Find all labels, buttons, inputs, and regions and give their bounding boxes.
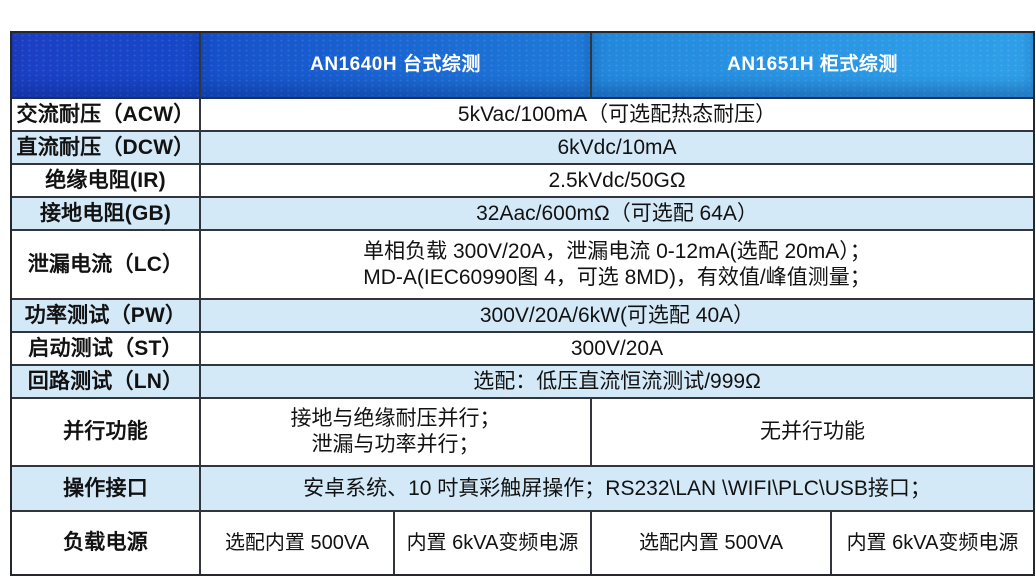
- row-value-ir: 2.5kVdc/50GΩ: [201, 165, 1033, 198]
- row-label-interface: 操作接口: [12, 467, 201, 512]
- parallel-a-line-1: 接地与绝缘耐压并行；: [290, 407, 501, 431]
- header-product-b-title: AN1651H 柜式综测: [727, 54, 898, 76]
- parallel-a-line-2: 泄漏与功率并行；: [311, 433, 480, 456]
- row-value-acw: 5kVac/100mA（可选配热态耐压）: [201, 99, 1033, 132]
- row-label-dcw: 直流耐压（DCW）: [12, 132, 201, 165]
- row-value-lc: 单相负载 300V/20A，泄漏电流 0-12mA(选配 20mA）； MD-A…: [201, 231, 1033, 300]
- row-value-st: 300V/20A: [201, 333, 1033, 366]
- row-label-ln: 回路测试（LN）: [12, 366, 201, 399]
- header-corner-cell: [12, 33, 201, 99]
- row-label-parallel: 并行功能: [12, 399, 201, 467]
- header-product-b: AN1651H 柜式综测: [592, 33, 1033, 99]
- load-power-b2: 内置 6kVA变频电源: [846, 531, 1019, 554]
- row-label-gb: 接地电阻(GB): [12, 198, 201, 231]
- lc-line-1: 单相负载 300V/20A，泄漏电流 0-12mA(选配 20mA）；: [363, 239, 871, 263]
- row-value-ln: 选配：低压直流恒流测试/999Ω: [201, 366, 1033, 399]
- row-label-st: 启动测试（ST）: [12, 333, 201, 366]
- row-label-lc: 泄漏电流（LC）: [12, 231, 201, 300]
- row-label-pw: 功率测试（PW）: [12, 300, 201, 333]
- row-value-pw: 300V/20A/6kW(可选配 40A）: [201, 300, 1033, 333]
- load-power-b1: 选配内置 500VA: [592, 512, 832, 574]
- row-value-dcw: 6kVdc/10mA: [201, 132, 1033, 165]
- header-product-a-title: AN1640H 台式综测: [310, 54, 481, 76]
- spec-comparison-table: AN1640H 台式综测 AN1651H 柜式综测 交流耐压（ACW） 5kVa…: [10, 31, 1035, 576]
- lc-line-2: MD-A(IEC60990图 4，可选 8MD)，有效值/峰值测量；: [363, 265, 871, 289]
- row-label-ir: 绝缘电阻(IR): [12, 165, 201, 198]
- row-label-acw: 交流耐压（ACW）: [12, 99, 201, 132]
- row-value-interface: 安卓系统、10 吋真彩触屏操作；RS232\LAN \WIFI\PLC\USB接…: [201, 467, 1033, 512]
- row-value-parallel-b: 无并行功能: [592, 399, 1033, 467]
- row-value-gb: 32Aac/600mΩ（可选配 64A）: [201, 198, 1033, 231]
- header-product-a: AN1640H 台式综测: [201, 33, 592, 99]
- row-label-load-power: 负载电源: [12, 512, 201, 574]
- load-power-a2: 内置 6kVA变频电源: [395, 512, 592, 574]
- row-value-parallel-a: 接地与绝缘耐压并行； 泄漏与功率并行；: [201, 399, 592, 467]
- load-power-a1: 选配内置 500VA: [201, 512, 395, 574]
